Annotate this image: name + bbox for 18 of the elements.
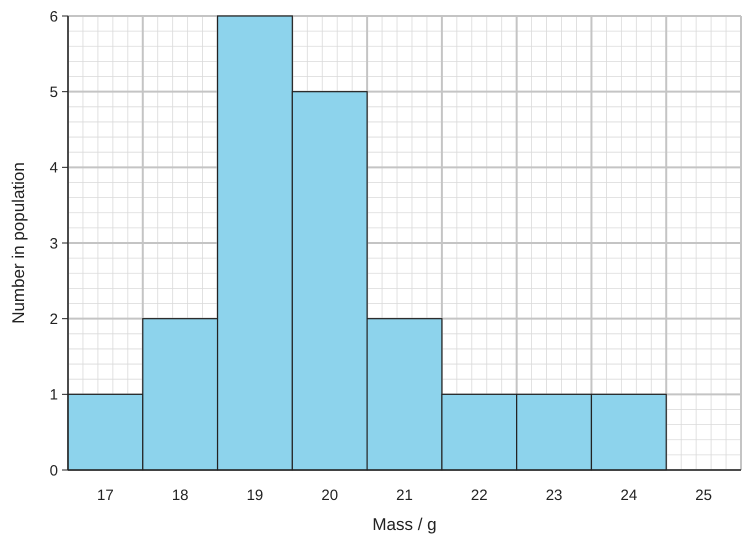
y-tick-label: 1 bbox=[50, 386, 58, 404]
x-tick-label: 23 bbox=[546, 487, 562, 504]
x-axis-title: Mass / g bbox=[372, 515, 437, 534]
y-tick-label: 3 bbox=[50, 235, 58, 252]
y-tick-label: 6 bbox=[50, 8, 58, 26]
x-tick-label: 19 bbox=[246, 487, 264, 504]
x-tick-label: 17 bbox=[97, 487, 114, 504]
y-axis-title: Number in population bbox=[9, 162, 28, 324]
x-tick-label: 24 bbox=[620, 487, 638, 504]
x-tick-label: 25 bbox=[695, 487, 712, 504]
y-tick-label: 0 bbox=[50, 462, 58, 480]
x-tick-label: 21 bbox=[396, 487, 413, 504]
x-tick-label: 22 bbox=[470, 487, 488, 504]
x-tick-label: 20 bbox=[321, 487, 338, 504]
y-tick-label: 2 bbox=[50, 310, 58, 328]
x-tick-label: 18 bbox=[172, 487, 189, 504]
y-tick-label: 4 bbox=[50, 160, 58, 177]
y-tick-label: 5 bbox=[50, 84, 58, 101]
